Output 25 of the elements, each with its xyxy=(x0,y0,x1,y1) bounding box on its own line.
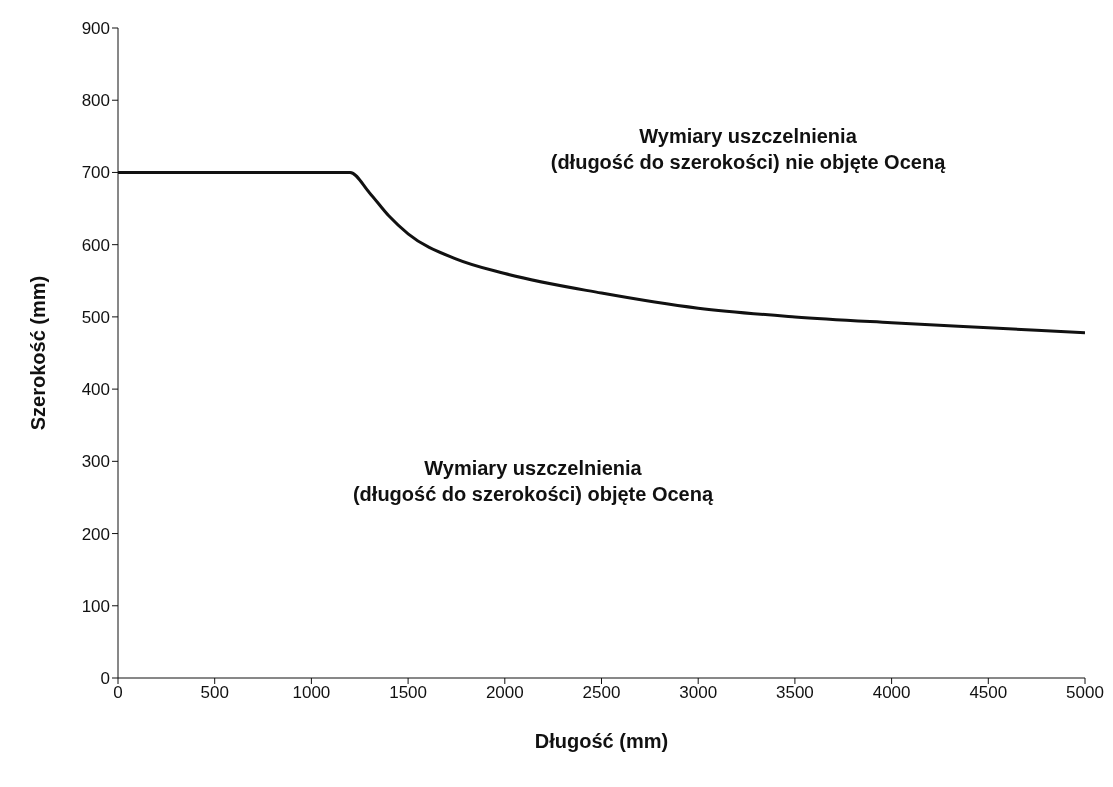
x-tick-label: 5000 xyxy=(1066,683,1104,703)
y-tick-label: 400 xyxy=(81,380,110,400)
annotation: Wymiary uszczelnienia (długość do szerokości) objęte Oceną xyxy=(352,456,714,507)
x-tick-label: 2000 xyxy=(485,683,524,703)
x-tick-label: 3000 xyxy=(679,683,718,703)
y-tick-label: 300 xyxy=(81,452,110,472)
x-tick-label: 1500 xyxy=(389,683,428,703)
y-tick-label: 600 xyxy=(81,235,110,255)
x-tick-label: 2500 xyxy=(582,683,621,703)
x-tick-label: 4000 xyxy=(872,683,911,703)
y-tick-label: 0 xyxy=(100,669,110,689)
x-tick-label: 1000 xyxy=(292,683,331,703)
x-tick-label: 0 xyxy=(113,683,123,703)
x-tick-label: 4500 xyxy=(969,683,1008,703)
y-tick-label: 100 xyxy=(81,596,110,616)
x-axis-title: Długość (mm) xyxy=(534,730,669,752)
x-tick-label: 3500 xyxy=(775,683,814,703)
annotation: Wymiary uszczelnienia (długość do szerokości) nie objęte Oceną xyxy=(550,124,946,175)
y-axis-title: Szerokość (mm) xyxy=(27,275,50,431)
y-tick-label: 700 xyxy=(81,163,110,183)
y-tick-label: 500 xyxy=(81,307,110,327)
y-tick-label: 900 xyxy=(81,19,110,39)
y-tick-label: 800 xyxy=(81,91,110,111)
y-tick-label: 200 xyxy=(81,524,110,544)
x-tick-label: 500 xyxy=(200,683,229,703)
